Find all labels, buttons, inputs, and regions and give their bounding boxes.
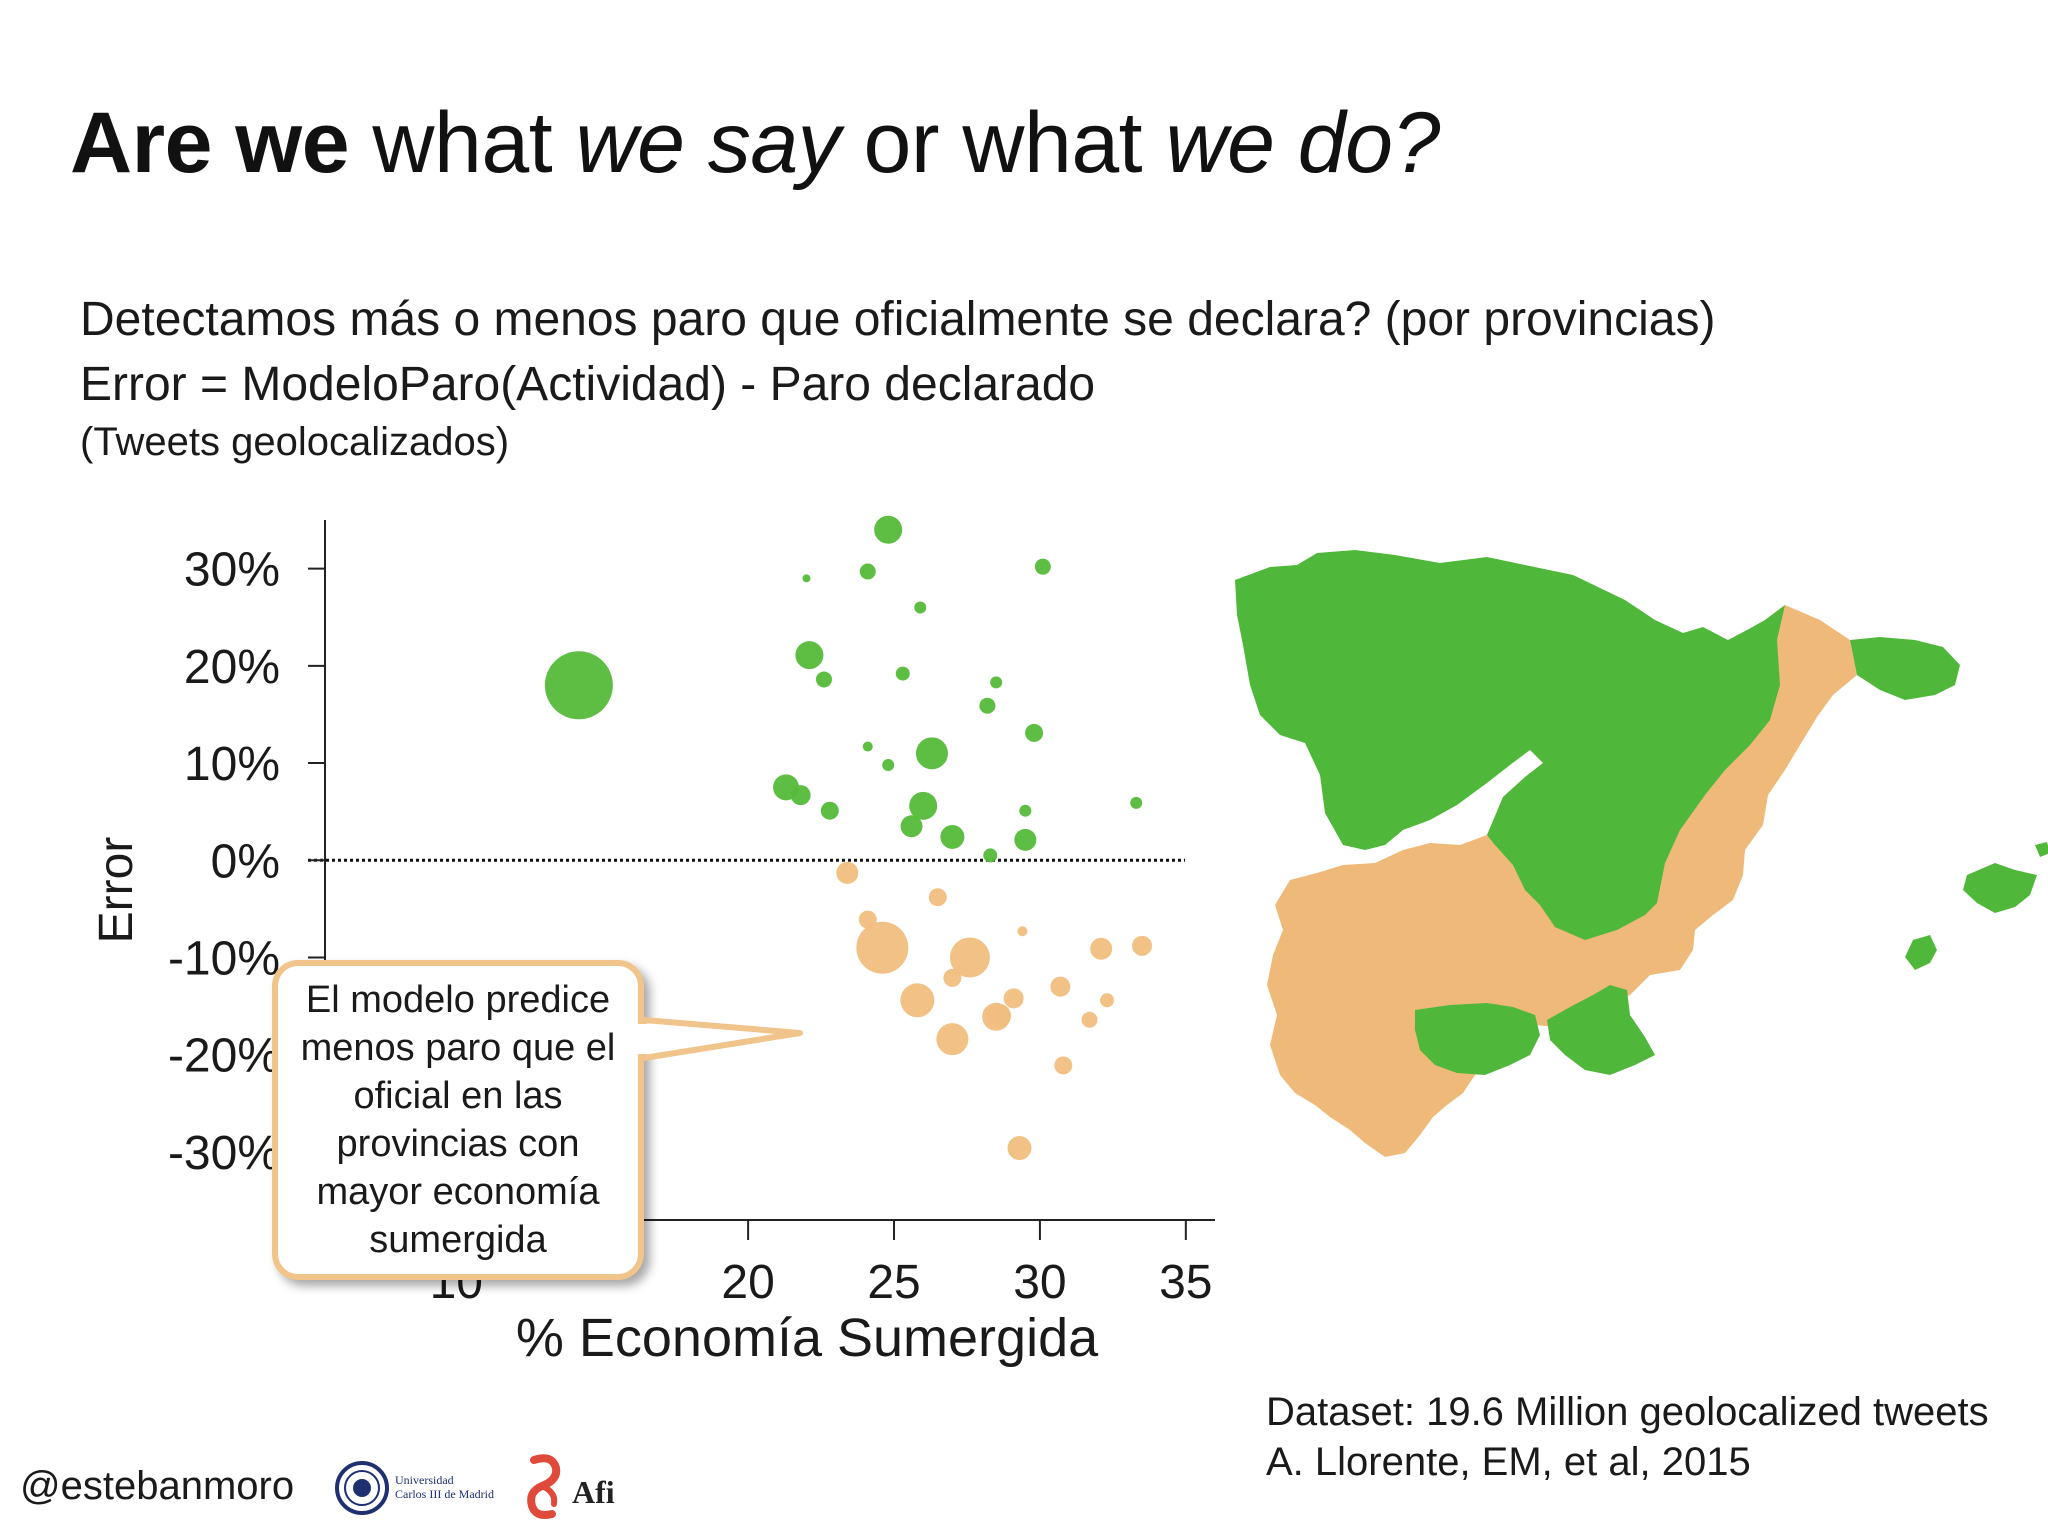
- scatter-point: [859, 563, 876, 580]
- scatter-point: [802, 574, 811, 583]
- uc3m-name-line-1: Universidad: [395, 1473, 454, 1487]
- callout-text: El modelo predice menos paro que el ofic…: [300, 979, 616, 1261]
- scatter-point: [928, 888, 947, 907]
- scatter-point: [1003, 988, 1024, 1009]
- scatter-point: [820, 801, 839, 820]
- scatter-point: [856, 921, 909, 974]
- map-region-green-northeast: [1850, 637, 1960, 700]
- subtitle-formula: Error = ModeloParo(Actividad) - Paro dec…: [80, 358, 1096, 411]
- map-region-green-island-2: [1905, 935, 1937, 970]
- scatter-point: [1100, 993, 1115, 1008]
- y-tick-label: 0%: [211, 835, 280, 888]
- afi-logo-text: Afi: [572, 1474, 615, 1510]
- scatter-point: [1034, 558, 1051, 575]
- slide-title: Are we what we say or what we do?: [70, 100, 1440, 186]
- scatter-point: [790, 785, 811, 806]
- author-handle: @estebanmoro: [20, 1464, 295, 1508]
- scatter-point: [900, 983, 935, 1018]
- citation-note: A. Llorente, EM, et al, 2015: [1266, 1440, 1751, 1484]
- y-axis-title: Error: [90, 837, 143, 944]
- dataset-note: Dataset: 19.6 Million geolocalized tweet…: [1266, 1390, 1989, 1434]
- map-region-green-island-1: [1963, 863, 2037, 913]
- scatter-point: [1132, 935, 1153, 956]
- scatter-point: [940, 824, 965, 849]
- y-tick-label: 10%: [184, 738, 280, 791]
- map-region-green-south-2: [1547, 985, 1655, 1075]
- y-tick-label: -20%: [168, 1030, 280, 1083]
- scatter-point: [795, 641, 824, 670]
- scatter-point: [949, 937, 990, 978]
- scatter-point: [915, 737, 948, 770]
- scatter-point: [1050, 976, 1071, 997]
- uc3m-seal-logo: [335, 1461, 389, 1515]
- scatter-point: [815, 671, 832, 688]
- scatter-point: [874, 515, 903, 544]
- scatter-point: [1090, 937, 1113, 960]
- uc3m-name-line-2: Carlos III de Madrid: [395, 1487, 494, 1501]
- title-bold: Are we: [70, 95, 350, 191]
- scatter-point: [1130, 796, 1143, 809]
- scatter-point: [982, 1002, 1011, 1031]
- subtitle-source-note: (Tweets geolocalizados): [80, 420, 510, 464]
- title-part-1: what: [349, 95, 576, 191]
- map-region-green-island-3: [2035, 842, 2048, 857]
- scatter-point: [900, 815, 923, 838]
- scatter-point: [895, 666, 910, 681]
- scatter-point: [1007, 1136, 1032, 1161]
- chart-points: [544, 515, 1153, 1161]
- scatter-point: [862, 741, 873, 752]
- scatter-point: [1017, 926, 1028, 937]
- x-tick-label: 25: [867, 1256, 920, 1309]
- annotation-callout: El modelo predice menos paro que el ofic…: [272, 960, 644, 1280]
- scatter-point: [914, 601, 927, 614]
- y-tick-label: -10%: [168, 933, 280, 986]
- chart-labels: 30%20%10%0%-10%-20%-30%10 20 25 30 35% Econo…: [90, 544, 1213, 1368]
- scatter-point: [943, 968, 962, 987]
- scatter-point: [1081, 1011, 1098, 1028]
- x-tick-label: 20: [721, 1256, 774, 1309]
- scatter-point: [544, 651, 613, 720]
- x-tick-label: 35: [1159, 1256, 1212, 1309]
- scatter-point: [979, 697, 996, 714]
- scatter-point: [983, 848, 998, 863]
- scatter-point: [909, 791, 938, 820]
- x-tick-label: 30: [1013, 1256, 1066, 1309]
- map-region-green-north: [1235, 550, 1785, 940]
- title-italic-1: we say: [575, 95, 841, 191]
- y-tick-label: 30%: [184, 544, 280, 597]
- title-part-2: or what: [840, 95, 1166, 191]
- y-tick-label: -30%: [168, 1127, 280, 1180]
- scatter-point: [936, 1023, 969, 1056]
- afi-logo-mark: [527, 1454, 561, 1519]
- scatter-point: [1054, 1056, 1073, 1075]
- scatter-point: [1025, 723, 1044, 742]
- y-tick-label: 20%: [184, 641, 280, 694]
- scatter-point: [882, 759, 895, 771]
- scatter-point: [1014, 828, 1037, 851]
- map-region-green-south-1: [1415, 1003, 1540, 1075]
- title-italic-2: we do?: [1165, 95, 1440, 191]
- scatter-point: [836, 861, 859, 884]
- subtitle-question: Detectamos más o menos paro que oficialm…: [80, 293, 1716, 346]
- x-axis-title: % Economía Sumergida: [516, 1308, 1099, 1368]
- spain-province-map: [1235, 550, 2048, 1157]
- scatter-point: [1019, 804, 1032, 817]
- scatter-point: [990, 676, 1003, 689]
